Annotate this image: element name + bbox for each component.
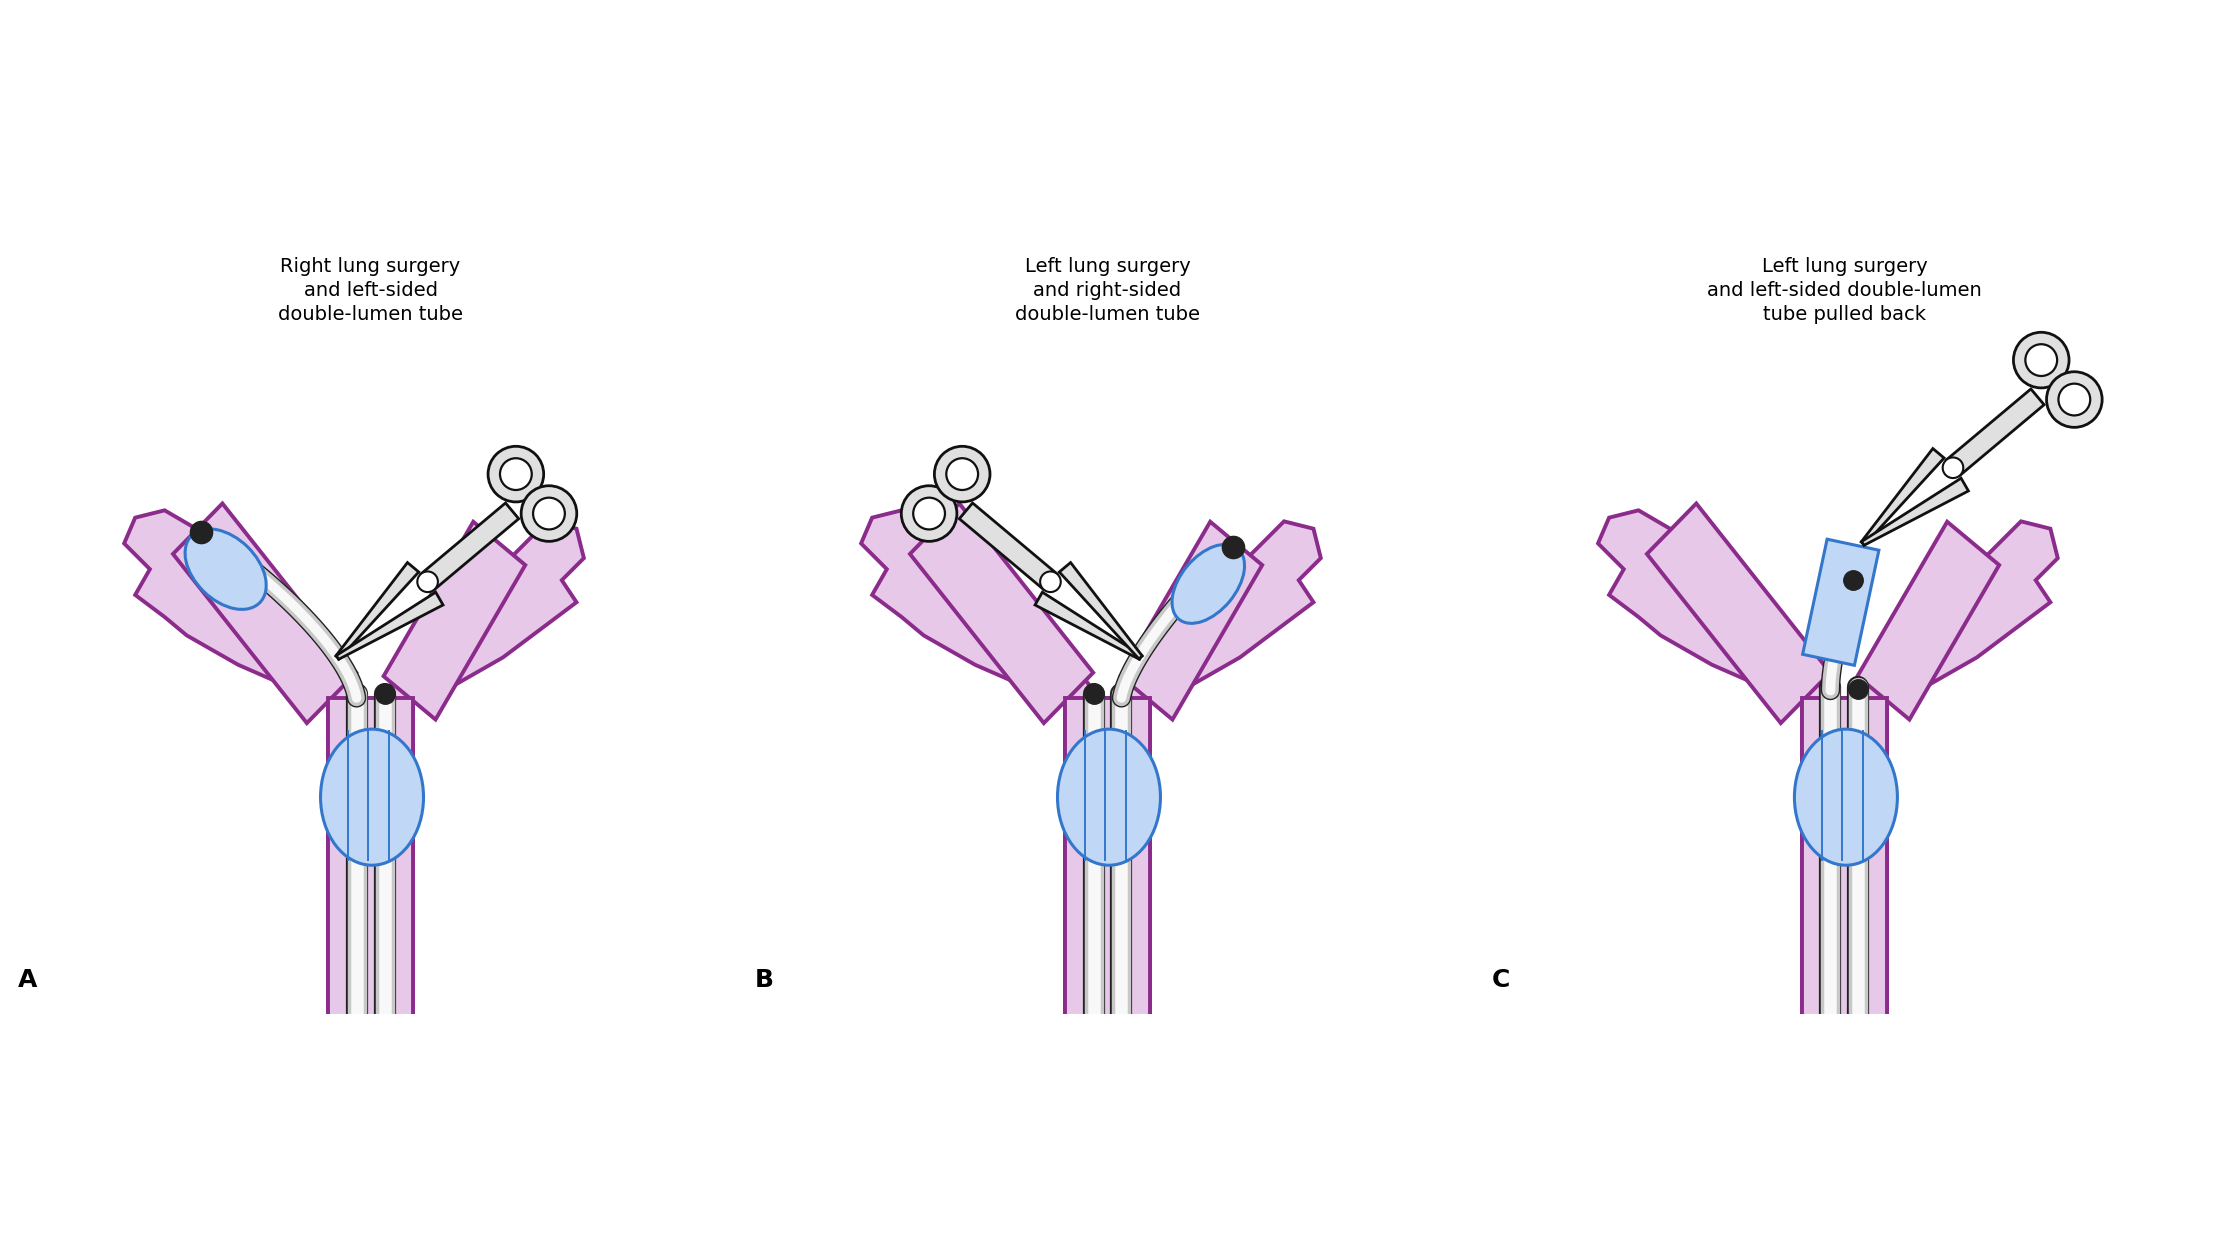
Polygon shape: [1065, 698, 1150, 1029]
Ellipse shape: [913, 497, 946, 530]
Polygon shape: [1947, 389, 2044, 476]
Ellipse shape: [1041, 571, 1061, 592]
Text: Left lung surgery
and left-sided double-lumen
tube pulled back: Left lung surgery and left-sided double-…: [1708, 256, 1982, 324]
Text: Left lung surgery
and right-sided
double-lumen tube: Left lung surgery and right-sided double…: [1014, 256, 1201, 324]
Polygon shape: [1801, 698, 1887, 1029]
Ellipse shape: [501, 458, 532, 490]
Ellipse shape: [534, 497, 565, 530]
FancyBboxPatch shape: [1803, 539, 1878, 666]
Polygon shape: [1863, 479, 1969, 545]
Polygon shape: [1119, 521, 1320, 702]
Text: Right lung surgery
and left-sided
double-lumen tube: Right lung surgery and left-sided double…: [279, 256, 463, 324]
Ellipse shape: [321, 730, 423, 865]
Polygon shape: [421, 502, 518, 589]
Polygon shape: [383, 521, 525, 720]
Polygon shape: [1059, 563, 1143, 659]
Polygon shape: [1858, 521, 2000, 720]
Ellipse shape: [521, 486, 576, 541]
Polygon shape: [1801, 698, 1887, 1029]
Text: C: C: [1491, 968, 1511, 992]
Polygon shape: [959, 502, 1057, 589]
Ellipse shape: [487, 446, 543, 502]
Text: A: A: [18, 968, 38, 992]
Polygon shape: [124, 510, 359, 702]
Ellipse shape: [946, 458, 979, 490]
Ellipse shape: [902, 486, 957, 541]
Ellipse shape: [416, 571, 439, 592]
Ellipse shape: [2047, 372, 2102, 427]
Polygon shape: [381, 521, 585, 702]
Text: B: B: [755, 968, 773, 992]
Ellipse shape: [2013, 333, 2069, 388]
Polygon shape: [1861, 448, 1945, 545]
Polygon shape: [1121, 521, 1263, 720]
Polygon shape: [1856, 521, 2058, 702]
Polygon shape: [337, 593, 443, 659]
Polygon shape: [328, 698, 414, 1029]
Ellipse shape: [1057, 730, 1161, 865]
Ellipse shape: [186, 529, 266, 609]
Ellipse shape: [1794, 730, 1898, 865]
Polygon shape: [1065, 698, 1150, 1029]
Polygon shape: [1597, 510, 1834, 702]
Ellipse shape: [935, 446, 990, 502]
Ellipse shape: [2058, 383, 2091, 416]
Polygon shape: [328, 698, 414, 1029]
Polygon shape: [862, 510, 1096, 702]
Ellipse shape: [1172, 544, 1245, 623]
Polygon shape: [173, 504, 357, 723]
Ellipse shape: [1943, 457, 1962, 479]
Polygon shape: [1648, 504, 1830, 723]
Polygon shape: [1034, 593, 1141, 659]
Ellipse shape: [2025, 344, 2058, 376]
Polygon shape: [910, 504, 1094, 723]
Polygon shape: [337, 563, 419, 659]
